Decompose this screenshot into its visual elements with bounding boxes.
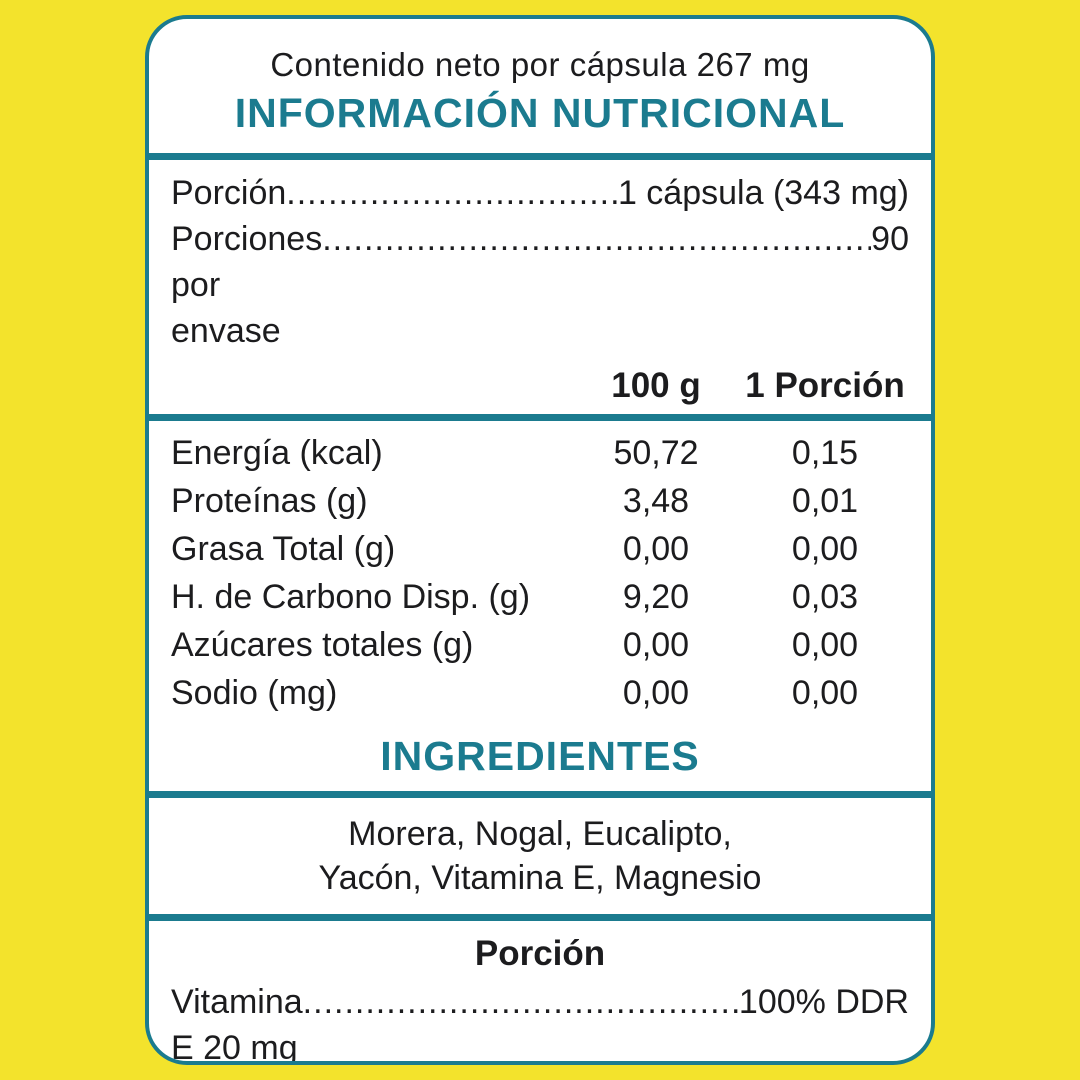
table-row: Sodio (mg) 0,00 0,00 (171, 669, 909, 717)
value-porcion: 0,00 (791, 674, 859, 712)
column-header-row: 100 g 1 Porción (171, 360, 909, 412)
ingredients-line-2: Yacón, Vitamina E, Magnesio (318, 859, 762, 897)
servings-per-container-value: 90 (871, 220, 909, 258)
dot-leader (322, 216, 871, 262)
portion-row-label: Vitamina E 20 mg (171, 983, 303, 1065)
value-100g: 3,48 (622, 482, 690, 520)
table-row: H. de Carbono Disp. (g) 9,20 0,03 (171, 573, 909, 621)
column-header-porcion: 1 Porción (745, 366, 905, 405)
value-100g: 0,00 (622, 674, 690, 712)
nutrient-name: H. de Carbono Disp. (g) (171, 578, 531, 616)
nutrition-table: Energía (kcal) 50,72 0,15 Proteínas (g) … (149, 421, 931, 717)
serving-row: Porción 1 cápsula (343 mg) (171, 170, 909, 216)
value-100g: 0,00 (622, 530, 690, 568)
value-100g: 9,20 (622, 578, 690, 616)
table-row: Energía (kcal) 50,72 0,15 (171, 429, 909, 477)
portion-row-value: 100% DDR (738, 983, 909, 1021)
divider (149, 914, 931, 921)
table-row: Azúcares totales (g) 0,00 0,00 (171, 621, 909, 669)
nutrient-name: Azúcares totales (g) (171, 626, 474, 664)
serving-section: Porción 1 cápsula (343 mg) Porciones por… (149, 160, 931, 414)
dot-leader (303, 979, 739, 1025)
ingredients-title: INGREDIENTES (380, 733, 700, 779)
servings-per-container-label: Porciones por envase (171, 220, 323, 350)
value-100g: 50,72 (613, 434, 699, 472)
nutrient-name: Proteínas (g) (171, 482, 368, 520)
value-porcion: 0,00 (791, 530, 859, 568)
net-content-text: Contenido neto por cápsula 267 mg (270, 46, 810, 83)
table-row: Grasa Total (g) 0,00 0,00 (171, 525, 909, 573)
nutrition-info-title: INFORMACIÓN NUTRICIONAL (234, 90, 846, 136)
serving-label: Porción (171, 174, 287, 212)
divider (149, 153, 931, 160)
table-row: Proteínas (g) 3,48 0,01 (171, 477, 909, 525)
ingredients-section: Morera, Nogal, Eucalipto, Yacón, Vitamin… (149, 798, 931, 914)
nutrition-label-panel: Contenido neto por cápsula 267 mg INFORM… (145, 15, 935, 1065)
servings-per-container-row: Porciones por envase 90 (171, 216, 909, 354)
value-porcion: 0,00 (791, 626, 859, 664)
value-100g: 0,00 (622, 626, 690, 664)
portion-row: Vitamina E 20 mg 100% DDR (171, 979, 909, 1065)
label-header: Contenido neto por cápsula 267 mg INFORM… (149, 19, 931, 153)
value-porcion: 0,01 (791, 482, 859, 520)
portion-section: Porción Vitamina E 20 mg 100% DDR Magnes… (149, 921, 931, 1065)
divider (149, 791, 931, 798)
portion-title: Porción (474, 934, 606, 973)
value-porcion: 0,03 (791, 578, 859, 616)
ingredients-line-1: Morera, Nogal, Eucalipto, (348, 815, 732, 853)
dot-leader (286, 170, 618, 216)
nutrient-name: Grasa Total (g) (171, 530, 396, 568)
column-header-100g: 100 g (611, 366, 701, 405)
divider (149, 414, 931, 421)
serving-value: 1 cápsula (343 mg) (617, 174, 909, 212)
nutrient-name: Energía (kcal) (171, 434, 383, 472)
value-porcion: 0,15 (791, 434, 859, 472)
nutrient-name: Sodio (mg) (171, 674, 338, 712)
